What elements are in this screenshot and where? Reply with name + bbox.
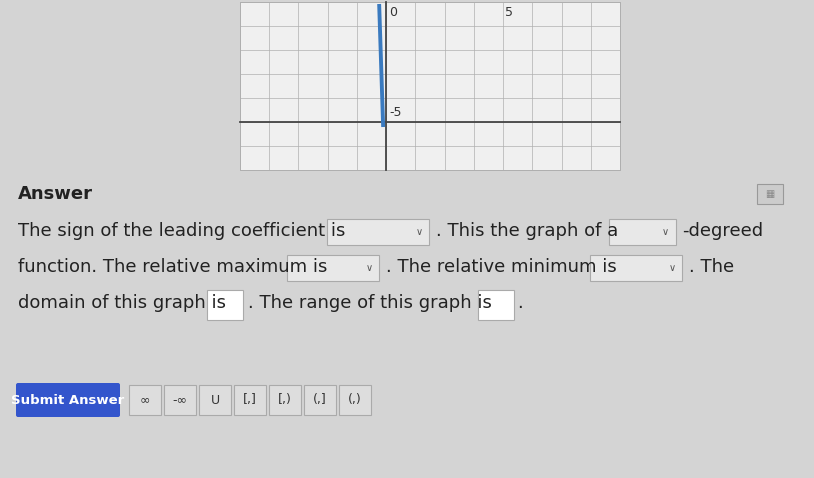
- Text: [,): [,): [278, 393, 292, 406]
- Text: Answer: Answer: [18, 185, 93, 203]
- Text: -∞: -∞: [173, 393, 187, 406]
- FancyBboxPatch shape: [269, 385, 301, 415]
- FancyBboxPatch shape: [757, 184, 783, 204]
- Text: 0: 0: [389, 6, 397, 19]
- Text: (,]: (,]: [313, 393, 327, 406]
- FancyBboxPatch shape: [164, 385, 196, 415]
- FancyBboxPatch shape: [339, 385, 371, 415]
- FancyBboxPatch shape: [478, 290, 514, 320]
- FancyBboxPatch shape: [287, 255, 379, 281]
- Text: domain of this graph is: domain of this graph is: [18, 294, 226, 312]
- FancyBboxPatch shape: [240, 2, 620, 170]
- Text: ∞: ∞: [140, 393, 151, 406]
- Text: -5: -5: [389, 106, 401, 119]
- Text: . The range of this graph is: . The range of this graph is: [248, 294, 492, 312]
- Text: [,]: [,]: [243, 393, 257, 406]
- FancyBboxPatch shape: [304, 385, 336, 415]
- Text: ∨: ∨: [662, 227, 669, 237]
- Text: (,): (,): [348, 393, 362, 406]
- Text: . The: . The: [689, 258, 734, 276]
- FancyBboxPatch shape: [129, 385, 161, 415]
- FancyBboxPatch shape: [199, 385, 231, 415]
- FancyBboxPatch shape: [327, 219, 429, 245]
- FancyBboxPatch shape: [16, 383, 120, 417]
- FancyBboxPatch shape: [208, 290, 243, 320]
- FancyBboxPatch shape: [590, 255, 682, 281]
- Text: . The relative minimum is: . The relative minimum is: [386, 258, 617, 276]
- Text: -degreed: -degreed: [683, 222, 764, 240]
- FancyBboxPatch shape: [609, 219, 676, 245]
- FancyBboxPatch shape: [234, 385, 266, 415]
- Text: function. The relative maximum is: function. The relative maximum is: [18, 258, 327, 276]
- Text: Submit Answer: Submit Answer: [11, 393, 125, 406]
- Text: ▦: ▦: [765, 189, 775, 199]
- Text: ∨: ∨: [416, 227, 422, 237]
- Text: .: .: [517, 294, 523, 312]
- Text: ∨: ∨: [365, 263, 373, 273]
- Text: The sign of the leading coefficient is: The sign of the leading coefficient is: [18, 222, 345, 240]
- Text: 5: 5: [505, 6, 513, 19]
- Text: ∨: ∨: [669, 263, 676, 273]
- Text: U: U: [211, 393, 220, 406]
- Text: . This the graph of a: . This the graph of a: [436, 222, 619, 240]
